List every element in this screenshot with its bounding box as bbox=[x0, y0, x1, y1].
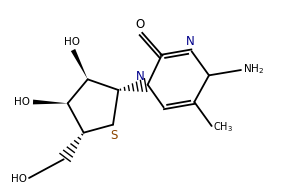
Text: N: N bbox=[186, 35, 195, 48]
Polygon shape bbox=[33, 100, 68, 104]
Text: O: O bbox=[135, 18, 144, 31]
Text: HO: HO bbox=[11, 174, 27, 184]
Polygon shape bbox=[71, 49, 88, 79]
Text: S: S bbox=[111, 130, 118, 142]
Text: HO: HO bbox=[14, 97, 30, 107]
Text: N: N bbox=[136, 70, 144, 83]
Text: CH$_3$: CH$_3$ bbox=[213, 120, 233, 134]
Text: HO: HO bbox=[64, 37, 80, 47]
Text: NH$_2$: NH$_2$ bbox=[243, 62, 264, 76]
